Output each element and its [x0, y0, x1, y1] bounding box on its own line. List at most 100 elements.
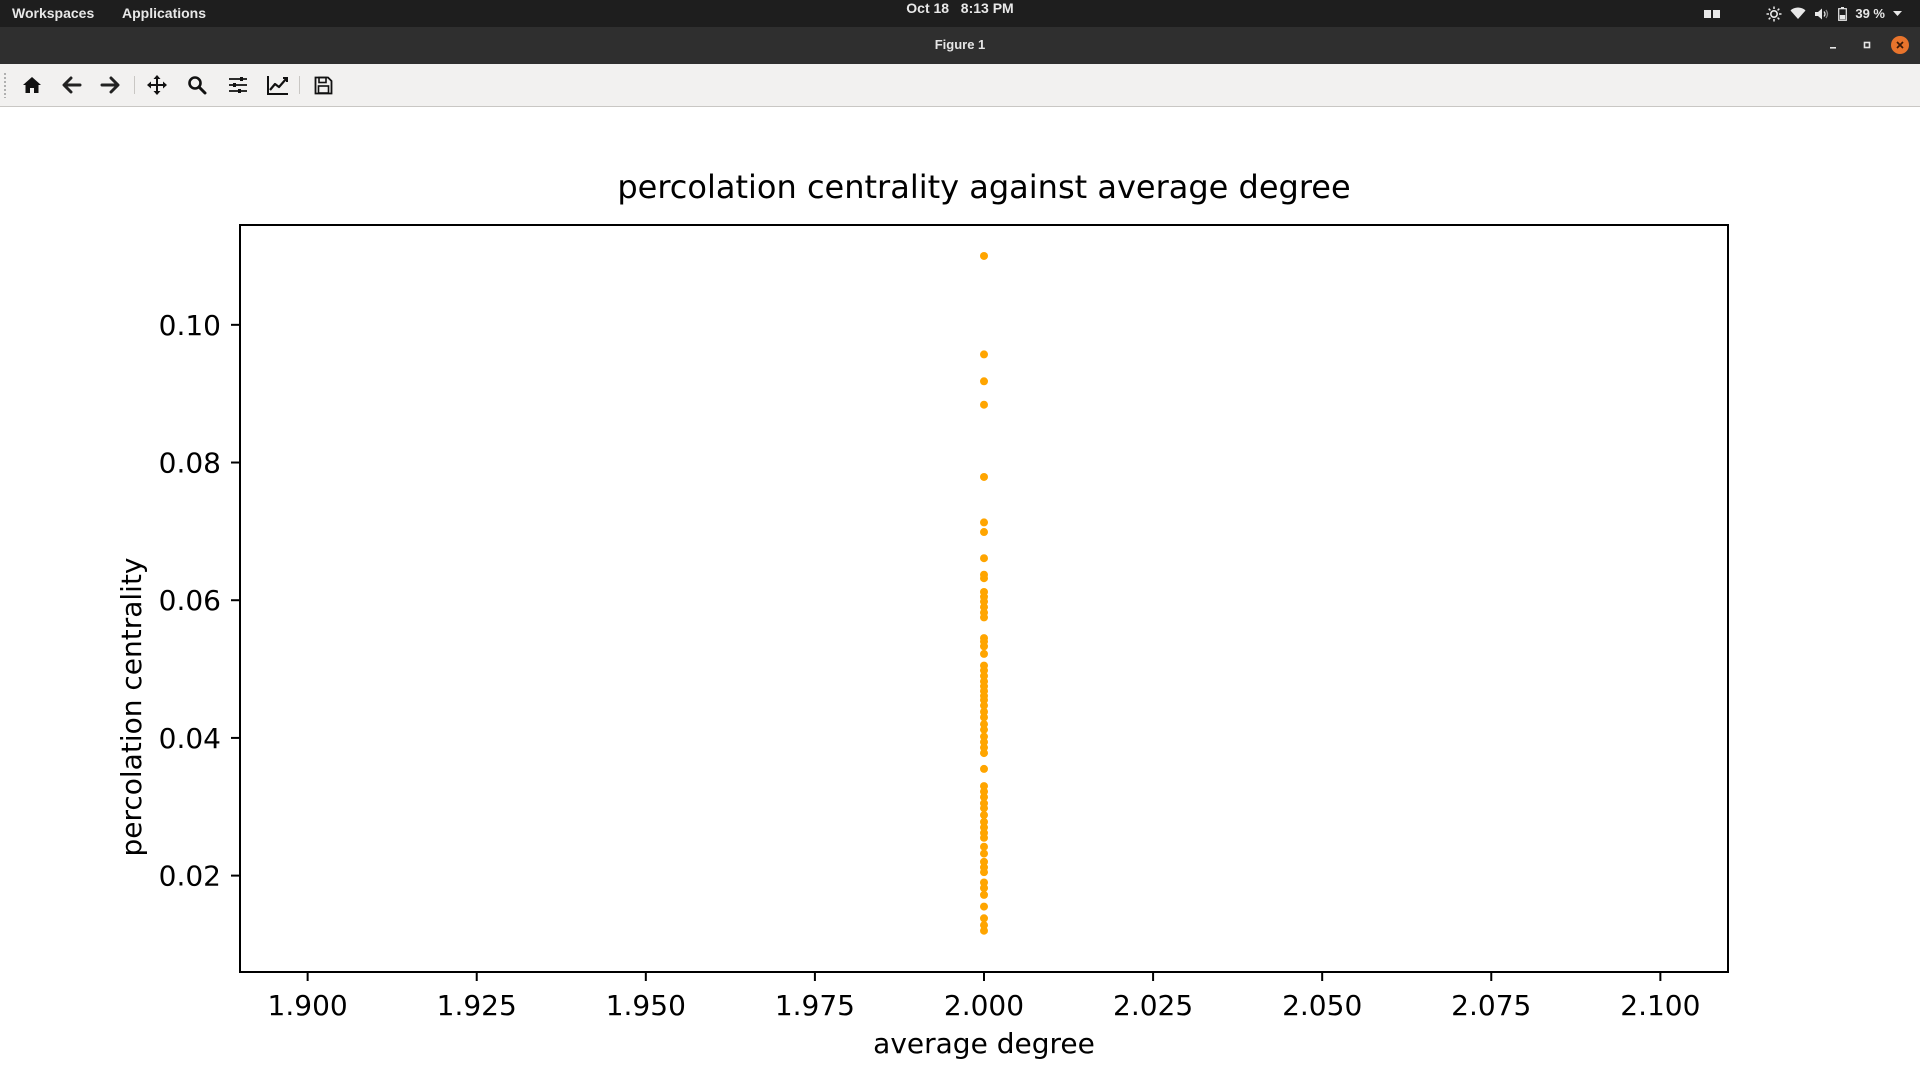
scatter-point [980, 713, 988, 722]
save-icon [314, 76, 332, 94]
maximize-icon [1863, 41, 1871, 49]
scatter-points [980, 251, 988, 935]
toolbar-grip[interactable] [3, 72, 7, 98]
workspaces-menu[interactable]: Workspaces [12, 5, 95, 21]
zoom-button[interactable] [183, 72, 211, 98]
battery-icon[interactable] [1838, 6, 1848, 21]
figure-canvas[interactable]: percolation centrality against average d… [0, 107, 1920, 1080]
volume-icon[interactable] [1814, 7, 1830, 21]
scatter-point [980, 642, 988, 651]
scatter-point [980, 696, 988, 705]
forward-button[interactable] [96, 72, 124, 98]
scatter-point [980, 701, 988, 710]
x-tick-label: 2.025 [1113, 989, 1193, 1022]
scatter-point [980, 666, 988, 675]
scatter-point [980, 857, 988, 866]
y-tick-label: 0.04 [159, 722, 221, 755]
scatter-point [980, 725, 988, 734]
x-tick-label: 2.075 [1451, 989, 1531, 1022]
scatter-point [980, 400, 988, 409]
y-tick-label: 0.08 [159, 447, 221, 480]
pan-icon [147, 75, 167, 95]
x-tick-label: 2.000 [944, 989, 1024, 1022]
scatter-point [980, 749, 988, 758]
zoom-icon [188, 76, 207, 95]
brightness-icon[interactable] [1766, 6, 1782, 22]
scatter-point [980, 671, 988, 680]
scatter-point [980, 817, 988, 826]
clock-date[interactable]: Oct 18 [906, 0, 950, 16]
window-title: Figure 1 [934, 37, 986, 52]
y-tick-label: 0.02 [159, 860, 221, 893]
x-tick-label: 1.925 [437, 989, 517, 1022]
wifi-icon[interactable] [1790, 7, 1806, 20]
pan-button[interactable] [143, 72, 171, 98]
maximize-button[interactable] [1858, 36, 1876, 54]
back-button[interactable] [58, 72, 86, 98]
minimize-button[interactable] [1824, 36, 1842, 54]
scatter-point [980, 738, 988, 747]
x-tick-label: 1.900 [268, 989, 348, 1022]
scatter-point [980, 793, 988, 802]
window-title-bar[interactable]: Figure 1 [0, 27, 1920, 64]
scatter-point [980, 849, 988, 858]
scatter-point [980, 782, 988, 791]
scatter-point [980, 574, 988, 583]
scatter-point [980, 914, 988, 923]
clock: Oct 18 8:13 PM [0, 0, 1920, 16]
scatter-point [980, 597, 988, 606]
x-axis-ticks: 1.900 1.925 1.950 1.975 2.000 2.025 2.050 2.075… [268, 972, 1700, 1022]
scatter-point [980, 649, 988, 658]
system-menu-chevron-down-icon[interactable] [1893, 10, 1902, 17]
scatter-point [980, 811, 988, 820]
forward-arrow-icon [100, 76, 120, 94]
keyboard-layout-icon[interactable] [1704, 9, 1721, 19]
battery-percentage[interactable]: 39 % [1855, 6, 1885, 21]
x-tick-label: 2.050 [1282, 989, 1362, 1022]
figure-toolbar [0, 64, 1920, 107]
close-button[interactable] [1891, 36, 1909, 54]
scatter-point [980, 613, 988, 622]
y-tick-label: 0.06 [159, 584, 221, 617]
scatter-point [980, 528, 988, 537]
scatter-point [980, 707, 988, 716]
scatter-point [980, 554, 988, 563]
x-axis-label: average degree [873, 1027, 1095, 1060]
y-tick-label: 0.10 [159, 309, 221, 342]
scatter-point [980, 921, 988, 930]
minimize-icon [1830, 47, 1836, 49]
edit-axes-button[interactable] [264, 72, 292, 98]
save-button[interactable] [309, 72, 337, 98]
scatter-chart[interactable]: percolation centrality against average d… [0, 107, 1920, 1080]
x-tick-label: 2.100 [1620, 989, 1700, 1022]
toolbar-separator [299, 76, 300, 94]
configure-subplots-button[interactable] [224, 72, 252, 98]
scatter-point [980, 720, 988, 729]
scatter-point [980, 804, 988, 813]
edit-axes-icon [267, 76, 288, 95]
applications-menu[interactable]: Applications [122, 5, 207, 21]
chart-title: percolation centrality against average d… [617, 168, 1350, 206]
scatter-point [980, 842, 988, 851]
x-tick-label: 1.975 [775, 989, 855, 1022]
clock-time[interactable]: 8:13 PM [960, 0, 1014, 16]
scatter-point [980, 833, 988, 842]
scatter-point [980, 884, 988, 893]
system-tray: 39 % [1704, 4, 1902, 23]
scatter-point [980, 868, 988, 877]
system-top-bar: Workspaces Applications Oct 18 8:13 PM 3… [0, 0, 1920, 27]
scatter-point [980, 823, 988, 832]
scatter-point [980, 518, 988, 527]
scatter-point [980, 902, 988, 911]
back-arrow-icon [62, 76, 82, 94]
toolbar-separator [134, 76, 135, 94]
close-icon [1896, 41, 1904, 49]
scatter-point [980, 890, 988, 899]
scatter-point [980, 603, 988, 612]
scatter-point [980, 350, 988, 359]
home-button[interactable] [18, 72, 46, 98]
scatter-point [980, 743, 988, 752]
y-axis-label: percolation centrality [115, 557, 148, 856]
home-icon [23, 77, 41, 93]
x-tick-label: 1.950 [606, 989, 686, 1022]
